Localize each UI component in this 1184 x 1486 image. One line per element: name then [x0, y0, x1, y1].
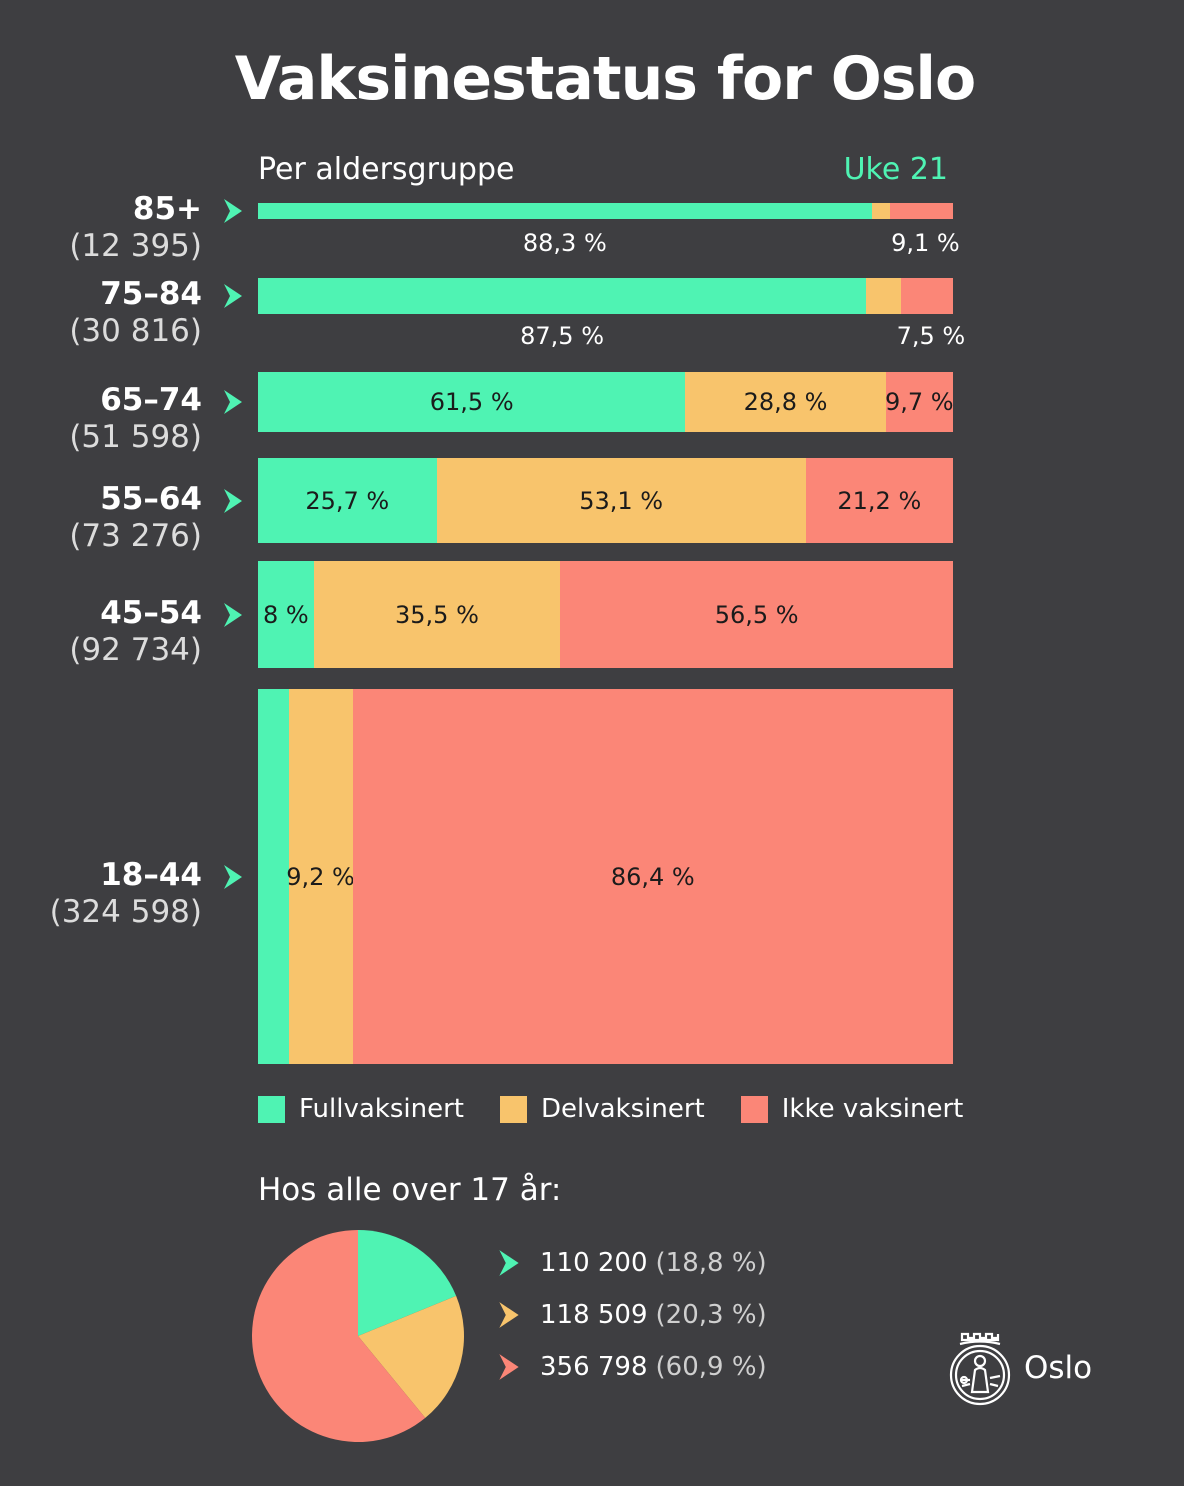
data-label: 53,1 % [579, 486, 664, 515]
data-label: 9,2 % [286, 862, 355, 891]
age-group-label: 85+ (12 395) [0, 191, 202, 265]
pie-legend-value: 356 798 [540, 1352, 648, 1382]
pie-legend-item: 356 798 (60,9 %) [496, 1352, 767, 1382]
age-group-count: (92 734) [69, 631, 202, 668]
legend-label: Ikke vaksinert [781, 1094, 964, 1124]
bar-segment [889, 203, 953, 219]
pie-legend-item: 118 509 (20,3 %) [496, 1300, 767, 1330]
age-group-label: 18–44 (324 598) [0, 857, 202, 931]
age-group-count: (324 598) [49, 893, 202, 930]
bar-segment [436, 458, 806, 543]
bar-segment [900, 278, 953, 314]
chevron-right-icon [499, 1302, 519, 1328]
bar-segment [885, 372, 953, 432]
legend-swatch [499, 1095, 527, 1123]
pie-slice [252, 1230, 426, 1442]
chevron-right-icon [499, 1250, 519, 1276]
legend-label: Fullvaksinert [299, 1094, 464, 1124]
data-label: 35,5 % [395, 600, 479, 629]
age-group-name: 75–84 [100, 276, 202, 312]
data-label: 88,3 % [522, 229, 607, 257]
legend-item: Ikke vaksinert [740, 1094, 964, 1124]
bar-row: 9,2 % 86,4 % [258, 689, 953, 1064]
pie-slice [358, 1295, 464, 1418]
bar-row: 88,3 % 9,1 % [258, 203, 960, 257]
data-label: 86,4 % [610, 862, 695, 891]
age-group-label: 75–84 (30 816) [0, 276, 202, 350]
bar-segment [313, 561, 561, 668]
age-group-name: 85+ [132, 191, 202, 227]
bar-segment [258, 278, 867, 314]
data-label: 8 % [262, 600, 309, 629]
bar-row: 25,7 % 53,1 % 21,2 % [258, 458, 953, 543]
bar-segment [258, 372, 686, 432]
chevron-right-icon [224, 199, 242, 223]
pie-legend-percent: (18,8 %) [655, 1248, 767, 1278]
age-group-name: 65–74 [100, 382, 202, 418]
pie-legend-value: 110 200 [540, 1248, 648, 1278]
data-label: 21,2 % [837, 486, 922, 515]
oslo-seal-icon [949, 1332, 1011, 1406]
age-group-name: 45–54 [100, 594, 202, 631]
chevron-right-icon [499, 1354, 519, 1380]
bar-row: 8 % 35,5 % 56,5 % [258, 561, 953, 668]
bar-segment [258, 458, 437, 543]
age-group-count: (51 598) [69, 419, 202, 456]
data-label: 9,7 % [884, 388, 954, 416]
bar-segment [871, 203, 890, 219]
bar-legend: Fullvaksinert Delvaksinert Ikke vaksinert [258, 1094, 999, 1124]
pie-legend-value: 118 509 [540, 1300, 648, 1330]
chart-title: Vaksinestatus for Oslo [234, 44, 976, 114]
legend-swatch [740, 1095, 768, 1123]
oslo-logo: Oslo [948, 1330, 1092, 1406]
bar-segment [258, 561, 314, 668]
bar-segment [288, 689, 353, 1064]
age-group-count: (30 816) [69, 313, 202, 350]
legend-item: Delvaksinert [499, 1094, 705, 1124]
bar-segment [352, 689, 953, 1064]
bar-segment [560, 561, 953, 668]
chevron-right-icon [224, 488, 242, 513]
bar-segment [805, 458, 953, 543]
data-label: 28,8 % [743, 388, 828, 416]
chevron-right-icon [224, 864, 242, 889]
pie-legend-percent: (60,9 %) [655, 1352, 767, 1382]
age-group-name: 18–44 [100, 856, 202, 893]
data-label: 56,5 % [714, 600, 799, 629]
data-label: 25,7 % [305, 486, 390, 515]
age-group-label: 45–54 (92 734) [0, 595, 202, 669]
bar-row: 61,5 % 28,8 % 9,7 % [258, 372, 954, 432]
pie-title: Hos alle over 17 år: [258, 1172, 562, 1208]
data-label: 7,5 % [896, 322, 966, 350]
chevron-right-icon [224, 390, 242, 414]
week-label: Uke 21 [843, 152, 948, 187]
chart-subtitle: Per aldersgruppe [258, 152, 515, 187]
pie-chart [252, 1230, 464, 1442]
age-group-label: 55–64 (73 276) [0, 481, 202, 555]
bar-segment [866, 278, 901, 314]
legend-item: Fullvaksinert [258, 1094, 464, 1124]
bar-segment [258, 203, 872, 219]
pie-legend-percent: (20,3 %) [655, 1300, 767, 1330]
age-group-count: (73 276) [69, 517, 202, 554]
bar-row: 87,5 % 7,5 % [258, 278, 965, 350]
age-group-label: 65–74 (51 598) [0, 382, 202, 456]
data-label: 87,5 % [520, 322, 604, 350]
legend-swatch [258, 1095, 285, 1123]
bar-segment [685, 372, 886, 432]
age-group-count: (12 395) [69, 228, 202, 265]
chevron-right-icon [224, 602, 242, 627]
data-label: 9,1 % [891, 229, 960, 257]
age-group-name: 55–64 [100, 480, 202, 517]
chevron-right-icon [224, 284, 242, 308]
pie-slice [358, 1230, 457, 1336]
pie-legend-item: 110 200 (18,8 %) [496, 1248, 767, 1278]
data-label: 61,5 % [429, 388, 514, 416]
bar-segment [258, 689, 289, 1064]
logo-text: Oslo [1024, 1350, 1093, 1386]
legend-label: Delvaksinert [540, 1094, 705, 1124]
